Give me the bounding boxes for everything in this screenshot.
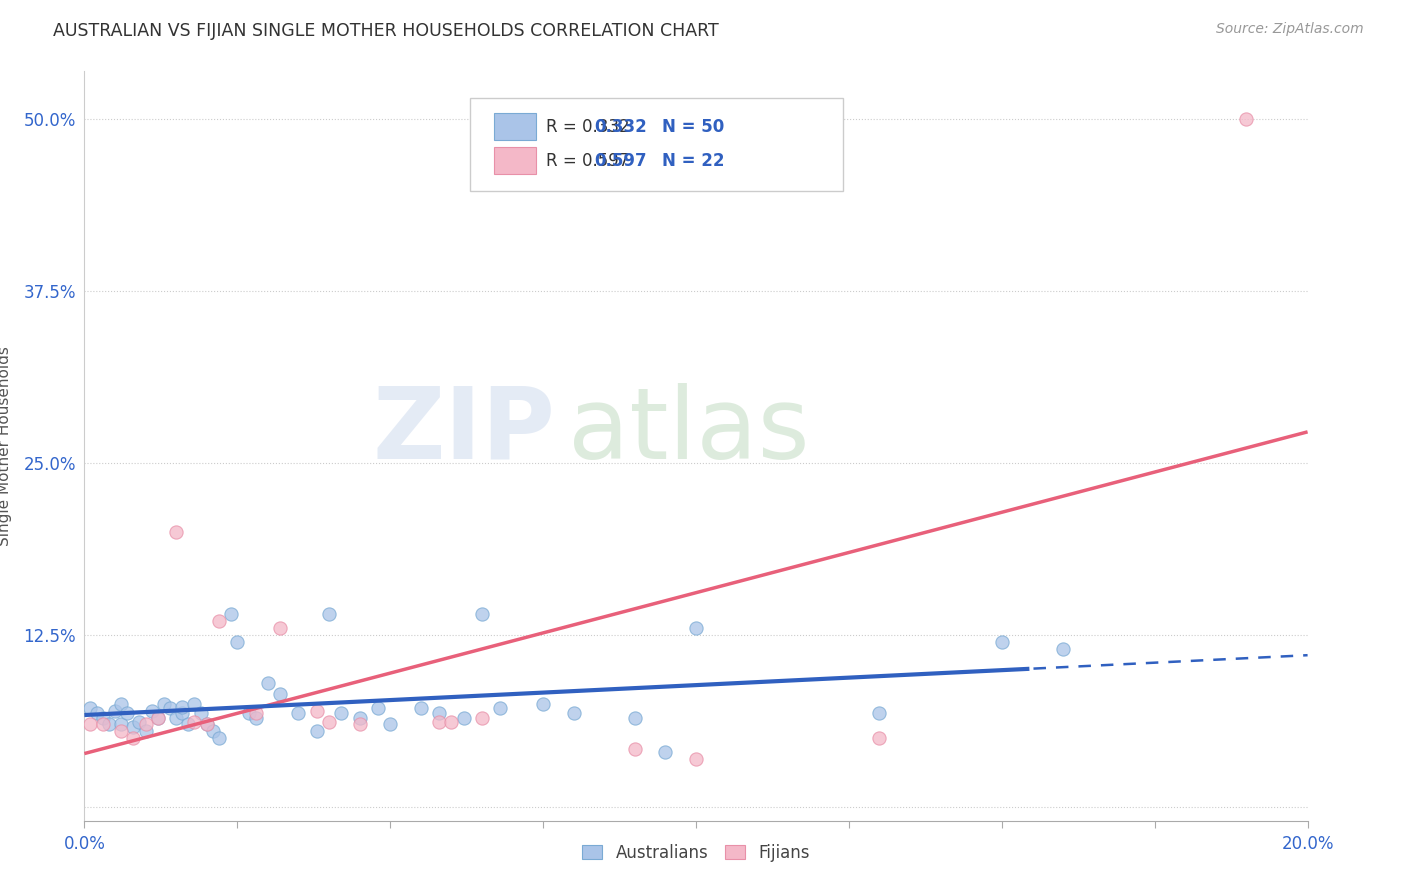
Point (238, 706, 260, 721)
Point (110, 697, 132, 711)
Point (79, 717, 101, 731)
Point (219, 607, 242, 622)
Point (318, 607, 340, 622)
Point (305, 724, 328, 739)
Point (427, 706, 450, 721)
Point (172, 699, 194, 714)
Point (115, 706, 138, 721)
Point (190, 706, 212, 721)
Point (153, 697, 176, 711)
Point (991, 635, 1014, 649)
FancyBboxPatch shape (470, 97, 842, 191)
Point (208, 731, 231, 746)
Text: 0.332: 0.332 (595, 118, 647, 136)
Point (427, 714, 450, 729)
Text: 0.597: 0.597 (595, 152, 647, 169)
Point (349, 710, 371, 724)
Point (165, 710, 187, 724)
Point (562, 706, 585, 721)
Y-axis label: Single Mother Households: Single Mother Households (0, 346, 13, 546)
Point (91, 710, 114, 724)
Point (269, 687, 291, 701)
Point (128, 714, 150, 729)
Point (177, 717, 200, 731)
Point (183, 697, 205, 711)
Point (287, 706, 309, 721)
Text: atlas: atlas (568, 383, 810, 480)
Point (135, 717, 157, 731)
Text: N = 22: N = 22 (662, 152, 724, 169)
FancyBboxPatch shape (494, 113, 536, 140)
Point (159, 701, 181, 715)
Point (869, 706, 891, 721)
Point (91, 717, 114, 731)
Point (531, 697, 554, 711)
Point (172, 706, 194, 721)
Point (195, 717, 218, 731)
Legend: Australians, Fijians: Australians, Fijians (575, 838, 817, 869)
Point (245, 706, 267, 721)
Point (257, 676, 280, 690)
Point (471, 710, 494, 724)
Point (110, 717, 132, 731)
Point (97, 717, 120, 731)
Point (440, 714, 463, 729)
Point (471, 607, 494, 622)
Point (245, 710, 267, 724)
Point (269, 621, 291, 635)
Point (624, 710, 647, 724)
Text: N = 50: N = 50 (662, 118, 724, 136)
Point (305, 704, 328, 718)
Point (1052, 641, 1074, 656)
Point (318, 714, 340, 729)
Point (330, 706, 353, 721)
Point (122, 731, 145, 746)
Point (380, 717, 402, 731)
FancyBboxPatch shape (494, 147, 536, 174)
Point (1236, 112, 1258, 127)
Point (453, 710, 475, 724)
Point (86, 706, 108, 721)
Text: R = 0.332: R = 0.332 (546, 118, 628, 136)
Point (208, 615, 231, 629)
Point (141, 704, 163, 718)
Point (110, 724, 132, 739)
Text: ZIP: ZIP (373, 383, 555, 480)
Point (201, 724, 224, 739)
Point (685, 621, 707, 635)
Point (146, 710, 169, 724)
Point (79, 701, 101, 715)
Text: AUSTRALIAN VS FIJIAN SINGLE MOTHER HOUSEHOLDS CORRELATION CHART: AUSTRALIAN VS FIJIAN SINGLE MOTHER HOUSE… (53, 22, 720, 40)
Point (226, 635, 249, 649)
Point (367, 701, 389, 715)
Text: Source: ZipAtlas.com: Source: ZipAtlas.com (1216, 22, 1364, 37)
Point (685, 752, 707, 766)
Point (122, 720, 145, 734)
Point (195, 717, 218, 731)
Point (624, 742, 647, 756)
Point (349, 717, 371, 731)
Point (869, 731, 891, 746)
Point (654, 745, 676, 759)
Point (165, 524, 187, 539)
Point (183, 714, 205, 729)
Point (489, 701, 512, 715)
Point (104, 704, 127, 718)
Point (135, 724, 157, 739)
Text: R = 0.597: R = 0.597 (546, 152, 628, 169)
Point (409, 701, 432, 715)
Point (146, 710, 169, 724)
